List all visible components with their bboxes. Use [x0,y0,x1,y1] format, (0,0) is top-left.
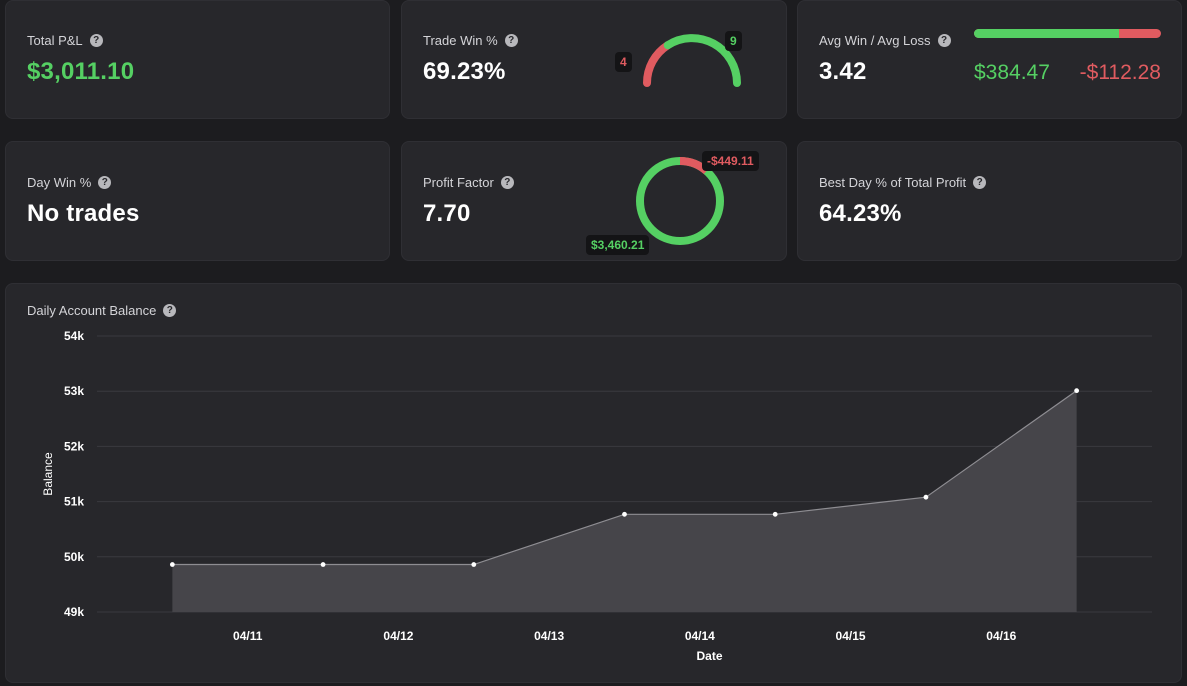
profit-factor-label: Profit Factor [423,175,494,190]
question-circle-icon[interactable]: ? [937,34,951,47]
total-pnl-value: $3,011.10 [27,58,135,85]
balance-point [471,562,477,567]
total-pnl-card: Total P&L ? $3,011.10 [5,0,390,119]
y-tick-label: 51k [64,495,84,509]
question-circle-icon[interactable]: ? [98,176,112,189]
question-circle-icon[interactable]: ? [504,34,518,47]
best-day-label-row: Best Day % of Total Profit ? [819,175,987,190]
y-tick-label: 53k [64,384,84,398]
trade-win-card: Trade Win % ? 69.23% 4 9 [401,0,787,119]
avg-win-loss-label: Avg Win / Avg Loss [819,33,931,48]
y-axis-label: Balance [41,452,55,496]
daily-balance-label-row: Daily Account Balance ? [27,303,177,318]
question-circle-icon[interactable]: ? [973,176,987,189]
y-tick-label: 50k [64,550,84,564]
trade-win-label-row: Trade Win % ? [423,33,518,48]
best-day-value: 64.23% [819,200,902,227]
balance-area [172,390,1077,612]
profit-factor-donut-profit [636,157,724,245]
trade-win-label: Trade Win % [423,33,498,48]
avg-win-loss-bar-win [974,29,1119,38]
avg-win-loss-bar [974,29,1161,38]
y-tick-label: 54k [64,329,84,343]
x-tick-label: 04/13 [534,629,564,643]
avg-win-loss-value: 3.42 [819,58,867,85]
trade-win-losses-badge: 4 [615,52,632,72]
profit-factor-donut [636,157,724,245]
profit-factor-loss-badge: -$449.11 [702,151,759,171]
trade-win-wins-badge: 9 [725,31,742,51]
balance-point [622,511,627,517]
question-circle-icon[interactable]: ? [89,34,103,47]
y-tick-label: 52k [64,439,84,453]
question-circle-icon[interactable]: ? [500,176,514,189]
balance-point [772,511,778,517]
x-tick-label: 04/16 [986,629,1016,643]
avg-loss-amount: -$112.28 [1079,61,1161,84]
profit-factor-card: Profit Factor ? 7.70 -$449.11 $3,460.21 [401,141,787,261]
profit-factor-profit-badge: $3,460.21 [586,235,650,255]
trade-win-gauge-loss-arc [643,41,672,87]
avg-win-amount: $384.47 [974,61,1050,84]
question-circle-icon[interactable]: ? [163,304,177,317]
trade-win-gauge-win-arc [663,34,741,87]
x-axis-label: Date [696,649,722,663]
profit-factor-value: 7.70 [423,200,471,227]
x-tick-label: 04/11 [233,629,263,643]
best-day-label: Best Day % of Total Profit [819,175,967,190]
profit-factor-label-row: Profit Factor ? [423,175,514,190]
daily-balance-chart: 49k 50k 51k 52k 53k 54k 04/11 04/12 04/13 04/14 04… [41,329,1152,663]
avg-win-loss-card: Avg Win / Avg Loss ? 3.42 $384.47 -$112.… [797,0,1182,119]
day-win-label-row: Day Win % ? [27,175,112,190]
trade-win-value: 69.23% [423,58,506,85]
day-win-value: No trades [27,200,140,227]
total-pnl-label-row: Total P&L ? [27,33,103,48]
balance-point [1074,388,1080,394]
avg-win-loss-label-row: Avg Win / Avg Loss ? [819,33,951,48]
day-win-label: Day Win % [27,175,92,190]
trade-win-gauge [643,34,741,87]
balance-point [923,494,929,500]
total-pnl-label: Total P&L [27,33,83,48]
x-tick-label: 04/14 [685,629,715,643]
profit-factor-donut-loss [636,157,724,245]
best-day-card: Best Day % of Total Profit ? 64.23% [797,141,1182,261]
daily-balance-card: Daily Account Balance ? 49k 50k 51k 52k 53k 5… [5,283,1182,683]
x-tick-label: 04/12 [383,629,413,643]
daily-balance-title: Daily Account Balance [27,303,157,318]
balance-point [320,562,326,567]
y-tick-label: 49k [64,605,84,619]
day-win-card: Day Win % ? No trades [5,141,390,261]
x-tick-label: 04/15 [836,629,866,643]
balance-point [169,562,175,567]
